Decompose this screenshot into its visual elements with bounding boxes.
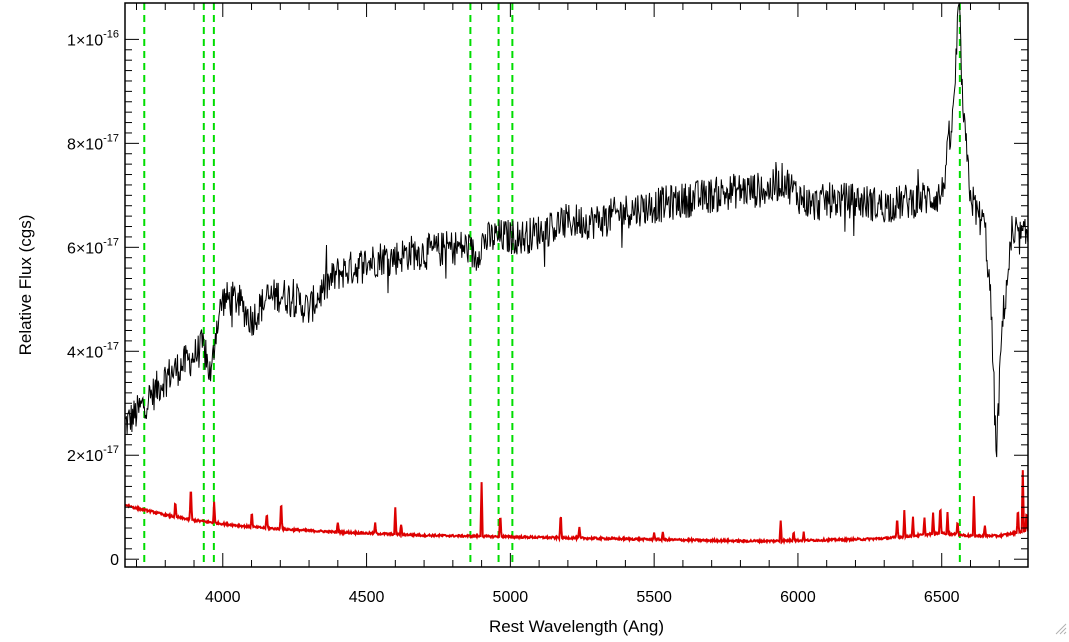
x-tick-label: 6000 — [780, 589, 816, 606]
y-tick-label: 4×10-17 — [67, 340, 119, 361]
y-tick-label: 2×10-17 — [67, 444, 119, 465]
y-tick-label: 1×10-16 — [67, 28, 119, 49]
vertical-line-layer — [143, 3, 961, 567]
x-tick-label: 6500 — [924, 589, 960, 606]
series-layer — [125, 3, 1028, 545]
axes-layer — [124, 2, 1029, 568]
x-tick-label: 5500 — [636, 589, 672, 606]
x-tick-label: 4000 — [205, 589, 241, 606]
resize-grip-icon[interactable] — [1053, 621, 1067, 635]
y-axis-label: Relative Flux (cgs) — [16, 215, 35, 356]
spectrum-series-black — [125, 3, 1028, 458]
tick-label-layer: 4000 4500 5000 5500 6000 6500 0 2×10-17 4×10-17 6… — [67, 28, 960, 606]
x-tick-label: 4500 — [349, 589, 385, 606]
plot-frame — [124, 2, 1029, 568]
y-tick-label: 0 — [110, 552, 119, 569]
x-axis-label: Rest Wavelength (Ang) — [489, 617, 664, 636]
x-tick-label: 5000 — [493, 589, 529, 606]
y-tick-label: 8×10-17 — [67, 132, 119, 153]
spectrum-series-red — [125, 470, 1028, 545]
y-tick-label: 6×10-17 — [67, 236, 119, 257]
